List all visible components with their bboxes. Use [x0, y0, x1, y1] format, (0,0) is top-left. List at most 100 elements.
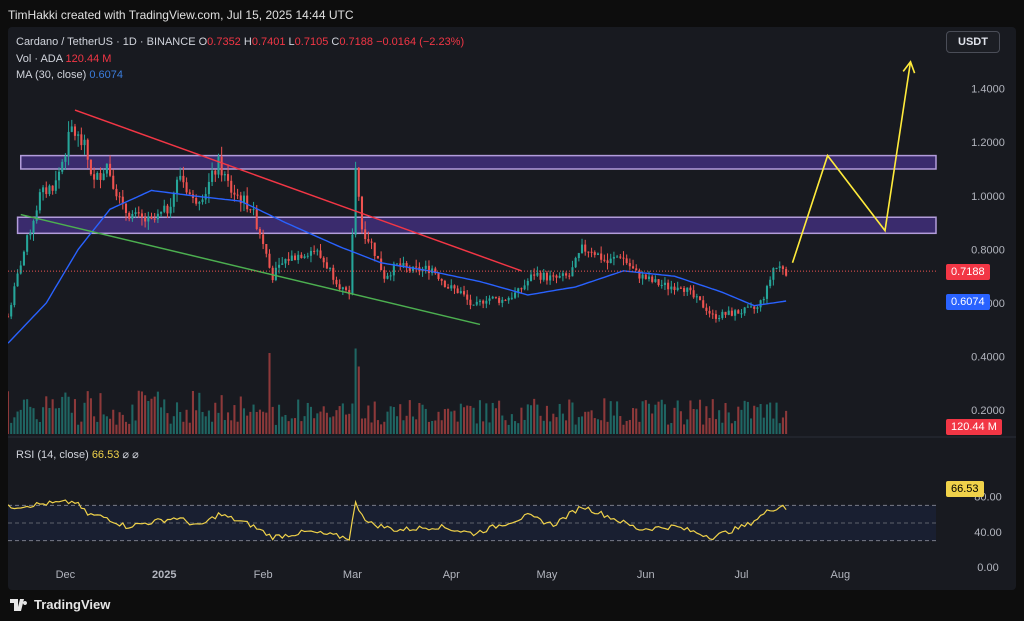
support-trendline [20, 213, 481, 326]
candle-body [166, 205, 169, 214]
candle-body [297, 254, 300, 261]
candle-body [287, 258, 290, 261]
volume-bar [96, 421, 99, 434]
candle-body [137, 212, 140, 214]
chart-canvas[interactable]: 1.40001.20001.00000.80000.60000.40000.20… [8, 27, 1016, 590]
candle-body [673, 286, 676, 290]
candle-body [485, 300, 488, 304]
projection-path [791, 61, 912, 264]
volume-bar [287, 421, 290, 434]
price-tick-label: 0.8000 [971, 244, 1005, 256]
candle-body [431, 268, 434, 274]
volume-bar [348, 413, 351, 434]
high-value: 0.7401 [251, 36, 286, 48]
volume-bar [746, 401, 749, 434]
volume-bar [456, 421, 459, 434]
candle-body [702, 300, 705, 308]
volume-bar [533, 398, 536, 434]
volume-bar [421, 404, 424, 434]
volume-bar [306, 402, 309, 434]
candle-body [708, 310, 711, 314]
candle-body [239, 195, 242, 204]
volume-bar [105, 416, 108, 434]
footer-brand: TradingView [34, 597, 111, 612]
candle-body [459, 291, 462, 294]
volume-bar [392, 407, 395, 434]
volume-legend: Vol · ADA 120.44 M [16, 53, 111, 65]
volume-bar [249, 411, 252, 434]
candle-body [552, 275, 555, 277]
change-value: −0.0164 (−2.23%) [376, 36, 465, 48]
volume-bar [478, 400, 482, 434]
volume-bar [641, 401, 644, 434]
candle-body [558, 275, 561, 278]
volume-bar [485, 403, 488, 434]
candle-body [156, 213, 159, 220]
volume-bar [134, 420, 137, 434]
volume-bar [542, 420, 545, 434]
volume-bar [281, 416, 284, 434]
volume-bar [175, 402, 179, 434]
ma-value: 0.6074 [89, 69, 124, 81]
candle-body [641, 274, 644, 279]
symbol-title: Cardano / TetherUS · 1D · BINANCE [16, 36, 196, 48]
volume-bar [475, 423, 478, 434]
candle-body [198, 202, 201, 204]
candle-body [482, 300, 485, 304]
candle-body [721, 311, 724, 318]
volume-bar [469, 405, 472, 434]
candle-body [373, 242, 376, 256]
candle-body [364, 229, 367, 240]
candle-body [759, 300, 762, 308]
currency-button[interactable]: USDT [946, 31, 1000, 53]
volume-bar [137, 390, 140, 434]
volume-bar [447, 408, 450, 434]
volume-bar [293, 418, 297, 434]
volume-bar [660, 399, 663, 434]
candle-body [140, 213, 143, 218]
volume-bar [166, 413, 169, 434]
candle-body [255, 209, 258, 230]
volume-bar [115, 424, 118, 434]
candle-body [131, 213, 134, 219]
volume-bar [198, 392, 201, 434]
volume-bar [549, 421, 552, 434]
candle-body [160, 211, 163, 214]
volume-bar [622, 424, 625, 434]
projection-arrowhead [902, 60, 916, 74]
candle-body [8, 316, 10, 318]
candle-body [529, 274, 533, 281]
candle-body [718, 317, 721, 319]
candle-body [469, 299, 472, 306]
candle-body [220, 156, 223, 176]
candle-body [580, 244, 584, 254]
volume-bar [383, 421, 386, 434]
candle-body [19, 265, 22, 274]
candle-body [504, 299, 507, 301]
volume-bar [316, 413, 319, 434]
candle-body [48, 185, 51, 195]
candle-body [536, 272, 539, 276]
volume-bar [297, 399, 300, 434]
volume-bar [632, 408, 635, 434]
volume-bar [376, 420, 379, 434]
volume-bar [89, 398, 92, 434]
candle-body [727, 310, 730, 315]
candle-body [102, 173, 105, 180]
volume-bar [271, 406, 274, 434]
rsi-label: RSI (14, close) [16, 449, 89, 461]
candle-body [51, 185, 54, 191]
candle-body [236, 194, 239, 196]
price-tick-label: 1.4000 [971, 84, 1005, 96]
candle-body [692, 290, 695, 298]
volume-bar [246, 415, 249, 434]
time-tick-label: Dec [56, 569, 76, 581]
candle-body [606, 260, 609, 264]
candle-body [600, 253, 603, 260]
candle-body [478, 300, 482, 302]
volume-bar [600, 420, 603, 434]
volume-bar [667, 424, 670, 434]
candle-body [769, 279, 772, 287]
volume-bar [514, 421, 517, 434]
volume-bar [214, 402, 217, 434]
